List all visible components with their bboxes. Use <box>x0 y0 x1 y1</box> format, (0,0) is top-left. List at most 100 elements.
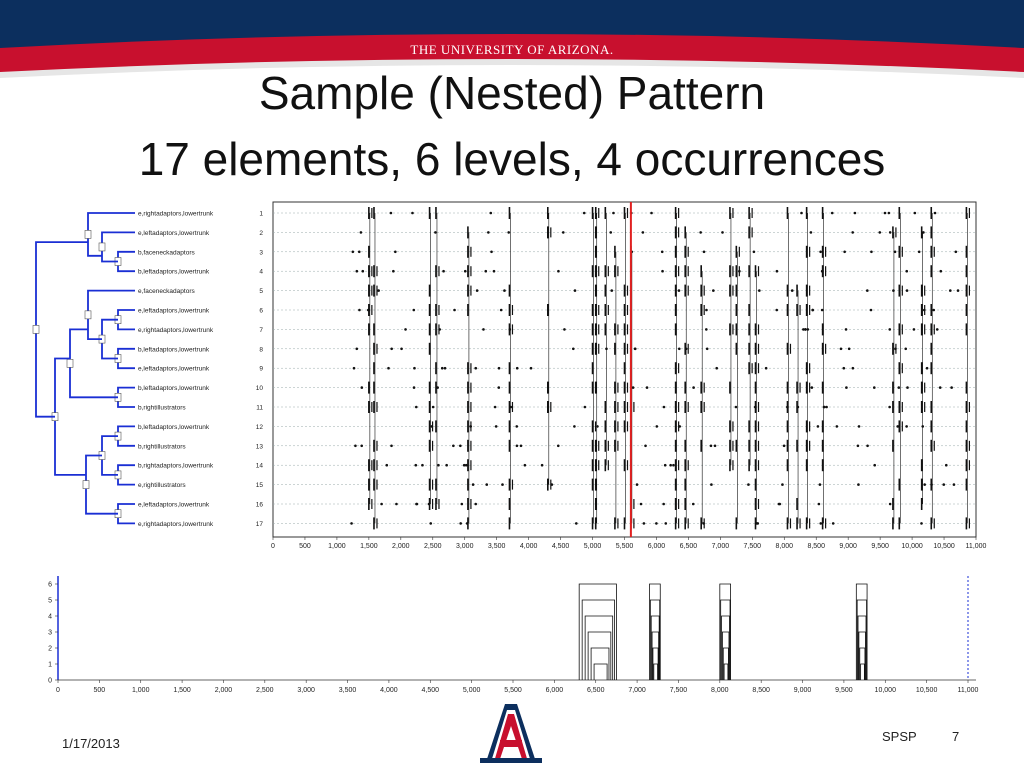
event-dot <box>492 269 496 273</box>
event-dot <box>484 269 488 273</box>
event-dot <box>515 366 519 370</box>
event-dot <box>442 269 445 273</box>
event-dot <box>664 522 668 525</box>
event-dot <box>786 405 789 409</box>
occurrence-marks <box>578 583 868 680</box>
occurrence-level <box>584 615 614 680</box>
event-marks <box>350 207 971 530</box>
x-tick-label: 11,000 <box>966 543 987 550</box>
event-dot <box>702 250 706 254</box>
x-tick-label: 1,000 <box>132 687 150 694</box>
occurrence-level <box>721 615 730 680</box>
row-number: 11 <box>256 405 263 412</box>
event-dot <box>817 502 821 506</box>
event-dot <box>453 308 456 312</box>
footer-date: 1/17/2013 <box>62 736 120 751</box>
occurrence-level <box>593 663 608 680</box>
event-dot <box>355 269 359 273</box>
lower-level-chart: 0 1 2 3 4 5 6 0 500 1,000 1,500 2,000 2,500 3,000 3,50… <box>48 576 979 694</box>
y-tick-label: 4 <box>48 614 52 621</box>
x-tick-label: 5,000 <box>584 543 602 550</box>
event-dot <box>753 405 757 409</box>
event-dot <box>705 308 708 312</box>
event-dot <box>839 347 843 351</box>
event-dot <box>809 231 813 234</box>
occurrence-level <box>855 583 868 680</box>
event-dot <box>663 463 667 467</box>
event-dot <box>414 405 418 409</box>
event-dot <box>436 386 439 389</box>
row-label: b,rightadaptors,lowertrunk <box>138 463 214 470</box>
tree-node <box>32 325 40 334</box>
event-dot <box>920 522 923 525</box>
x-tick-label: 6,000 <box>546 687 564 694</box>
event-dot <box>499 308 503 312</box>
event-dot <box>413 366 416 370</box>
row-number: 13 <box>256 443 264 450</box>
event-dot <box>515 425 519 428</box>
event-dot <box>923 308 926 312</box>
x-tick-label: 3,500 <box>488 543 506 550</box>
event-dot <box>905 269 909 273</box>
x-tick-label: 9,000 <box>794 687 812 694</box>
event-dot <box>851 366 855 370</box>
x-tick-label: 2,500 <box>256 687 274 694</box>
event-dot <box>870 250 873 254</box>
event-dot <box>684 347 688 351</box>
event-dot <box>775 308 779 312</box>
event-dot <box>699 231 702 234</box>
event-dot <box>460 502 464 506</box>
event-dot <box>777 502 781 506</box>
event-dot <box>888 405 891 409</box>
occurrence-level <box>587 631 612 680</box>
row-label: e,faceneckadaptors <box>138 288 195 295</box>
event-dot <box>692 386 695 389</box>
event-dot <box>952 483 956 486</box>
event-dot <box>661 269 664 273</box>
header-white-swoosh <box>0 65 1024 100</box>
row-label: b,leftadaptors,lowertrunk <box>138 424 210 431</box>
x-tick-label: 0 <box>271 543 275 550</box>
event-dot <box>557 269 560 273</box>
x-tick-label: 5,500 <box>504 687 522 694</box>
occurrence-level <box>722 647 729 680</box>
row-label: e,leftadaptors,lowertrunk <box>138 308 210 315</box>
event-dot <box>662 405 666 409</box>
event-dot <box>471 483 475 486</box>
event-dot <box>866 444 869 448</box>
event-dot <box>873 463 877 467</box>
event-dot <box>438 328 441 331</box>
event-dot <box>355 347 359 351</box>
row-label: b,faceneckadaptors <box>138 249 195 256</box>
event-dot <box>831 522 835 525</box>
event-dot <box>715 366 719 370</box>
event-dot <box>605 347 608 351</box>
row-label: e,rightadaptors,lowertrunk <box>138 211 214 218</box>
event-dot <box>642 522 646 525</box>
event-dot <box>497 386 501 389</box>
event-dot <box>404 328 407 331</box>
event-dot <box>507 231 511 234</box>
event-dot <box>810 386 814 389</box>
event-dot <box>691 502 695 506</box>
event-dot <box>437 463 440 467</box>
event-dot <box>641 231 645 234</box>
event-dot <box>819 250 822 254</box>
x-tick-label: 6,500 <box>680 543 698 550</box>
y-tick-label: 6 <box>48 582 52 589</box>
event-dot <box>596 425 599 428</box>
event-dot <box>556 444 560 448</box>
event-dot <box>443 366 447 370</box>
event-dot <box>421 463 424 467</box>
event-dot <box>644 444 647 448</box>
row-number: 17 <box>256 521 264 528</box>
event-dot <box>452 444 455 448</box>
event-dot <box>892 289 895 292</box>
occurrence-level <box>652 647 659 680</box>
x-tick-label: 4,000 <box>520 543 538 550</box>
event-dot <box>494 425 498 428</box>
slide-subtitle: 17 elements, 6 levels, 4 occurrences <box>138 133 886 185</box>
event-dot <box>709 444 713 448</box>
occurrence-level <box>653 663 658 680</box>
event-dot <box>497 366 501 370</box>
